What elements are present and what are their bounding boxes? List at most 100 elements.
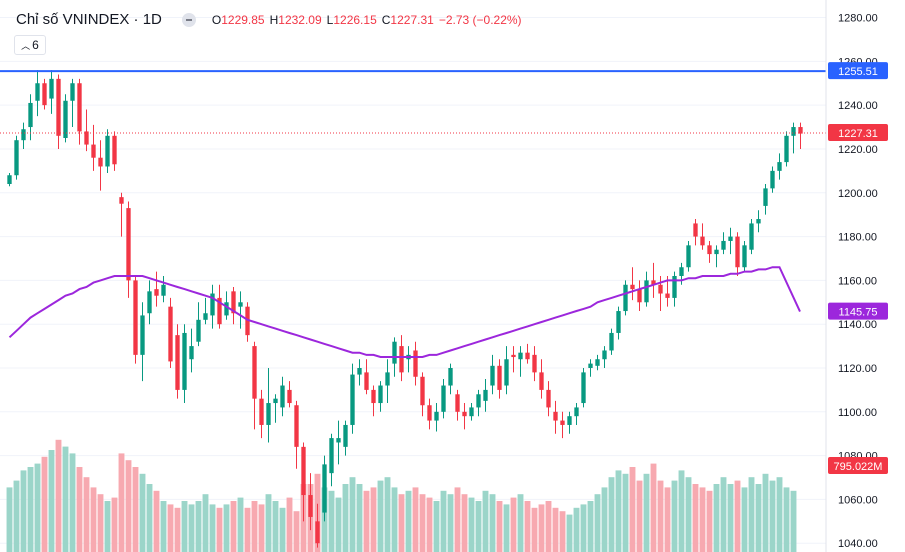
candle-body — [126, 208, 131, 281]
candle-body — [364, 372, 369, 390]
candle — [203, 297, 208, 325]
chart-legend: Chỉ số VNINDEX · 1D O1229.85 H1232.09 L1… — [16, 11, 522, 28]
candle-body — [189, 346, 194, 360]
candle — [798, 122, 803, 149]
candle — [749, 219, 754, 255]
candle-body — [238, 302, 243, 307]
candle — [672, 271, 677, 307]
candle-body — [602, 350, 607, 360]
candles[interactable] — [7, 70, 803, 548]
candle-body — [441, 385, 446, 412]
low-label: L — [326, 12, 334, 27]
candle — [511, 346, 516, 373]
price-tick-label: 1100.00 — [838, 407, 877, 419]
collapse-indicators-button[interactable]: ︿ 6 — [14, 35, 46, 55]
indicator-count: 6 — [32, 38, 39, 52]
candle — [182, 324, 187, 404]
resistance-price-tag-text: 1255.51 — [838, 66, 878, 78]
candle-body — [168, 306, 173, 362]
volume-bar — [181, 501, 188, 552]
volume-bar — [461, 494, 468, 552]
volume-bar — [335, 497, 342, 552]
candle — [560, 411, 565, 439]
candle-body — [763, 188, 768, 206]
candle-body — [210, 293, 215, 316]
status-dot-icon[interactable] — [181, 12, 196, 27]
volume-bar — [608, 477, 615, 552]
volume-bar — [601, 487, 608, 552]
candle — [595, 354, 600, 371]
candle-body — [672, 276, 677, 298]
candle — [518, 346, 523, 377]
candle-body — [553, 411, 558, 421]
candle-body — [322, 464, 327, 513]
candle-body — [595, 359, 600, 366]
volume-bar — [482, 490, 489, 552]
candle — [490, 354, 495, 395]
candle-body — [49, 78, 54, 99]
candle-body — [665, 293, 670, 298]
candle-body — [105, 135, 110, 167]
volume-bar — [734, 480, 741, 552]
candle-body — [791, 127, 796, 136]
candle — [721, 232, 726, 255]
candle-body — [651, 280, 656, 285]
volume-bar — [356, 484, 363, 552]
candle-body — [693, 223, 698, 237]
price-tick-label: 1200.00 — [838, 188, 878, 200]
last-price-tag-text: 1227.31 — [838, 128, 878, 140]
volume-bar — [454, 487, 461, 552]
candle-body — [630, 284, 635, 290]
candle-body — [224, 302, 229, 316]
price-tick-label: 1160.00 — [838, 275, 877, 287]
volume-bar — [342, 484, 349, 552]
candle — [140, 302, 145, 382]
candle — [385, 359, 390, 404]
candle-body — [623, 284, 628, 312]
candle-body — [343, 424, 348, 447]
candle-body — [203, 313, 208, 320]
symbol-title[interactable]: Chỉ số VNINDEX · 1D — [16, 11, 162, 28]
candle-body — [700, 236, 705, 246]
candle — [273, 394, 278, 423]
candle — [651, 262, 656, 298]
volume-bar — [174, 507, 181, 552]
candle — [539, 359, 544, 399]
candle-body — [588, 363, 593, 368]
candle-body — [315, 521, 320, 544]
candle — [77, 78, 82, 145]
candle — [112, 131, 117, 171]
volume-bar — [706, 490, 713, 552]
volume-bar — [6, 487, 13, 552]
candle-body — [371, 389, 376, 404]
volume-bar — [384, 477, 391, 552]
volume-bar — [503, 504, 510, 552]
volume-bar — [790, 490, 797, 552]
volume-bar — [678, 470, 685, 552]
volume-bar — [132, 467, 139, 552]
volume-bar — [755, 484, 762, 552]
volume-bar — [230, 501, 237, 552]
candle-body — [399, 346, 404, 373]
volume-bar — [622, 473, 629, 552]
candle — [623, 280, 628, 316]
price-tick-label: 1220.00 — [838, 144, 878, 156]
candle — [777, 153, 782, 180]
volume-bar — [629, 467, 636, 552]
candle — [189, 328, 194, 373]
candle — [483, 378, 488, 412]
candle — [525, 343, 530, 364]
volume-bar — [573, 507, 580, 552]
volume-bar — [510, 497, 517, 552]
candle — [364, 359, 369, 395]
candle-body — [532, 354, 537, 373]
candle-body — [679, 267, 684, 276]
volume-bar — [195, 501, 202, 552]
candle-body — [581, 372, 586, 404]
candle-body — [770, 170, 775, 189]
candle-body — [455, 394, 460, 412]
volume-bar — [692, 484, 699, 552]
candle — [504, 346, 509, 395]
